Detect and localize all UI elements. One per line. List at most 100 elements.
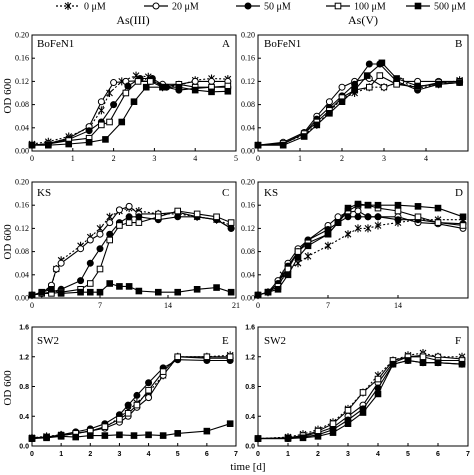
data-point bbox=[254, 291, 262, 299]
y-axis-label-row2: OD 600 bbox=[2, 224, 14, 260]
data-point bbox=[174, 288, 182, 296]
y-tick-label: 0.00 bbox=[241, 147, 255, 156]
legend-item-20-m: 20 μM bbox=[144, 2, 199, 13]
data-point bbox=[98, 121, 105, 129]
data-point bbox=[28, 141, 36, 149]
series-line bbox=[257, 354, 463, 440]
legend-item-0-m: 0 μM bbox=[56, 2, 106, 13]
data-point bbox=[458, 360, 466, 368]
series-line bbox=[258, 359, 463, 440]
series-100-m bbox=[254, 353, 466, 442]
x-tick-label: 3 bbox=[117, 451, 121, 458]
data-point bbox=[96, 245, 104, 253]
data-point bbox=[57, 290, 65, 297]
data-point bbox=[284, 271, 292, 279]
series-50-m bbox=[28, 356, 234, 443]
x-tick-label: 1 bbox=[298, 154, 302, 163]
y-tick-label: 0.04 bbox=[15, 270, 29, 279]
data-point bbox=[125, 219, 133, 226]
series-line bbox=[31, 210, 232, 296]
data-point bbox=[57, 433, 65, 440]
series-500-m bbox=[254, 59, 463, 149]
x-tick-label: 4 bbox=[147, 451, 151, 458]
data-point bbox=[52, 265, 60, 273]
data-point bbox=[344, 407, 352, 414]
series-50-m bbox=[28, 75, 232, 149]
y-tick-label: 0.0 bbox=[245, 444, 255, 451]
data-point bbox=[122, 89, 130, 97]
data-point bbox=[38, 288, 46, 296]
series-50-m bbox=[254, 60, 464, 149]
data-point bbox=[125, 283, 133, 290]
data-point bbox=[133, 401, 141, 409]
data-point bbox=[45, 141, 52, 149]
x-tick-label: 6 bbox=[205, 451, 209, 458]
data-point bbox=[226, 420, 234, 427]
legend-marker-open-circle bbox=[152, 2, 160, 10]
data-point bbox=[116, 415, 123, 423]
data-point bbox=[325, 98, 333, 106]
series-100-m bbox=[254, 72, 463, 149]
data-point bbox=[102, 136, 109, 143]
y-tick-label: 0.20 bbox=[15, 31, 29, 40]
data-point bbox=[374, 201, 382, 209]
panel-b: 0.00 0.04 0.08 0.12 0.16 0.20 0 1 2 3 4 BoFeN1 B bbox=[241, 31, 469, 163]
data-point bbox=[130, 98, 138, 106]
data-point bbox=[208, 77, 216, 85]
data-point bbox=[175, 83, 183, 91]
y-tick-label: 0.12 bbox=[241, 224, 255, 233]
data-point bbox=[344, 230, 352, 239]
data-point bbox=[96, 265, 104, 273]
panel-a: 0.00 0.04 0.08 0.12 0.16 0.20 0 1 2 3 4 5 BoFeN1 A bbox=[15, 31, 238, 164]
y-axis-label-row3: OD 600 bbox=[2, 370, 14, 406]
data-point bbox=[106, 89, 113, 97]
data-point bbox=[294, 248, 302, 255]
panel-letter: A bbox=[222, 38, 230, 50]
data-point bbox=[145, 431, 152, 439]
data-point bbox=[227, 219, 235, 226]
y-tick-label: 0.00 bbox=[15, 147, 29, 156]
data-point bbox=[456, 79, 463, 86]
series-500-m bbox=[28, 83, 232, 149]
panel-c: 0.00 0.04 0.08 0.12 0.16 0.20 0 7 14 21 KS C bbox=[15, 178, 240, 311]
legend-marker-star bbox=[64, 2, 72, 10]
y-tick-label: 0.08 bbox=[241, 100, 255, 109]
data-point bbox=[329, 429, 337, 436]
series-0-m bbox=[28, 351, 234, 442]
series-line bbox=[258, 62, 460, 146]
data-point bbox=[77, 288, 84, 296]
y-tick-label: 0.08 bbox=[15, 100, 29, 109]
data-point bbox=[363, 72, 371, 79]
data-point bbox=[147, 78, 154, 85]
legend-label: 0 μM bbox=[84, 2, 106, 13]
data-point bbox=[334, 219, 342, 226]
data-point bbox=[85, 139, 93, 146]
data-point bbox=[378, 59, 386, 67]
data-point bbox=[135, 213, 143, 221]
data-point bbox=[459, 213, 467, 221]
panel-e: 0.0 0.4 0.8 1.2 1.6 0 1 2 3 4 5 6 7 SW2 E bbox=[19, 325, 238, 459]
x-tick-label: 1 bbox=[286, 451, 290, 458]
data-point bbox=[130, 432, 138, 439]
y-tick-label: 0.16 bbox=[241, 54, 255, 63]
strain-label: KS bbox=[264, 187, 278, 199]
panel-letter: B bbox=[455, 38, 462, 50]
data-point bbox=[284, 435, 292, 442]
x-tick-label: 5 bbox=[406, 451, 410, 458]
data-point bbox=[365, 60, 373, 68]
data-point bbox=[154, 288, 162, 296]
panel-letter: E bbox=[222, 335, 229, 347]
data-point bbox=[227, 288, 235, 296]
y-tick-label: 0.12 bbox=[15, 224, 29, 233]
data-point bbox=[344, 420, 352, 427]
legend-item-50-m: 50 μM bbox=[236, 2, 291, 13]
legend-label: 100 μM bbox=[354, 2, 386, 13]
data-point bbox=[274, 286, 282, 293]
data-point bbox=[133, 391, 141, 399]
x-tick-label: 4 bbox=[193, 154, 197, 163]
x-tick-label: 3 bbox=[382, 154, 386, 163]
data-point bbox=[65, 140, 73, 148]
data-point bbox=[97, 98, 105, 106]
data-point bbox=[304, 252, 312, 261]
